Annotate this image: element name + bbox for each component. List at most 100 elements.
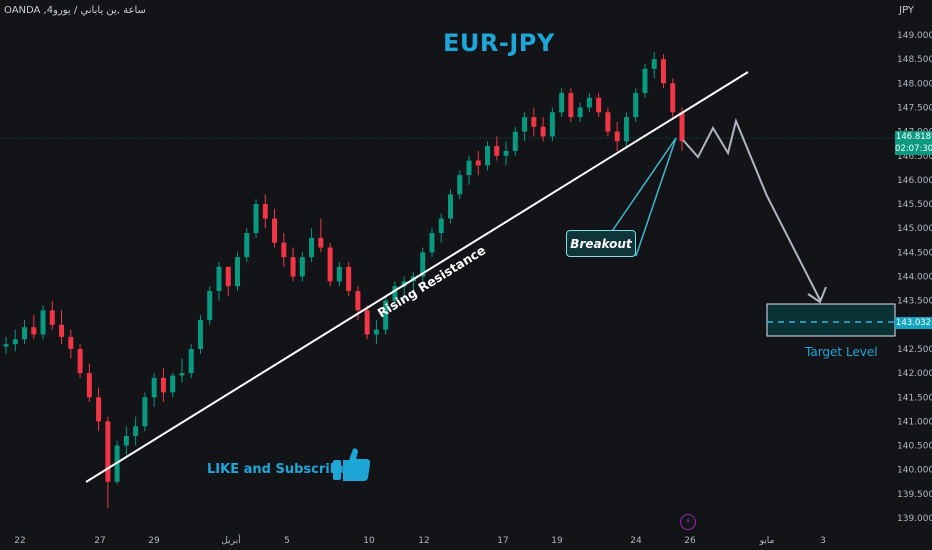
candle [401, 276, 407, 301]
candle [225, 266, 231, 296]
candle [179, 358, 185, 383]
candle [68, 329, 74, 359]
candle [596, 92, 602, 118]
candle [429, 228, 435, 258]
candle [614, 121, 620, 151]
candles [3, 51, 685, 509]
candle [503, 141, 509, 166]
candle [485, 141, 491, 171]
currency-label: JPY [899, 5, 914, 16]
current-price-badge: 146.818 02:07:30 [895, 131, 932, 155]
x-tick-label: 5 [284, 536, 290, 546]
candle [151, 373, 157, 407]
y-axis-labels: 149.000148.500148.000147.500147.000146.5… [897, 31, 932, 524]
candle [633, 88, 639, 122]
y-tick-label: 142.000 [897, 369, 932, 379]
y-tick-label: 145.500 [897, 200, 932, 210]
y-tick-label: 143.500 [897, 297, 932, 307]
projection-path [682, 117, 821, 301]
candle [290, 247, 296, 282]
candle [605, 107, 611, 137]
candle [522, 112, 528, 142]
candle [540, 117, 546, 142]
candle [549, 107, 555, 142]
x-axis-labels: 22 27 29 أبريل 5 10 12 17 19 24 26 مايو 3 [14, 534, 826, 546]
candle [59, 310, 65, 345]
candle [447, 189, 453, 224]
y-tick-label: 146.000 [897, 176, 932, 186]
candle [568, 88, 574, 122]
candle [12, 329, 18, 352]
candle [475, 150, 481, 176]
candle [438, 213, 444, 243]
candle [105, 416, 111, 509]
candle [318, 218, 324, 253]
candle [309, 228, 315, 263]
y-tick-label: 147.500 [897, 103, 932, 113]
candle [364, 305, 370, 340]
candle [392, 281, 398, 311]
candle [281, 233, 287, 267]
candle [160, 368, 166, 403]
candle [22, 319, 28, 345]
candle [40, 305, 46, 340]
candle [679, 107, 685, 151]
candle [31, 315, 37, 340]
lightning-icon[interactable]: ⚡ [680, 514, 696, 530]
y-tick-label: 144.500 [897, 248, 932, 258]
x-tick-label: 3 [820, 536, 826, 546]
y-tick-label: 139.500 [897, 490, 932, 500]
candle [512, 126, 518, 156]
x-tick-label: أبريل [221, 534, 240, 546]
candle [244, 228, 250, 263]
chart-title: EUR-JPY [443, 29, 555, 57]
candle [466, 155, 472, 185]
x-tick-label: 29 [148, 536, 160, 546]
projection-arrowhead [807, 286, 827, 304]
candle [577, 102, 583, 122]
candle [3, 336, 9, 354]
rising-resistance-label: Rising Resistance [375, 242, 489, 320]
candle [133, 416, 139, 446]
candle [651, 51, 657, 79]
x-tick-label: 22 [14, 536, 25, 546]
candle [77, 344, 83, 378]
candle [586, 92, 592, 113]
candle [660, 54, 666, 89]
candle [188, 344, 194, 378]
current-price: 146.818 [895, 132, 932, 142]
candle [207, 286, 213, 325]
y-tick-label: 146.500 [897, 152, 932, 162]
x-tick-label: 17 [497, 536, 508, 546]
y-tick-label: 141.500 [897, 393, 932, 403]
x-tick-label: مايو [759, 536, 775, 546]
candle [86, 363, 92, 403]
candle [327, 242, 333, 287]
breakout-label: Breakout [566, 230, 636, 257]
x-tick-label: 12 [418, 536, 429, 546]
candle [96, 387, 102, 432]
candle [623, 112, 629, 147]
symbol-header: OANDA ,4ساعة ,ين ياباني / يورو [4, 5, 146, 16]
candle [336, 262, 342, 287]
y-tick-label: 149.000 [897, 31, 932, 41]
target-zone [766, 303, 896, 337]
candle [559, 88, 565, 118]
y-tick-label: 140.500 [897, 442, 932, 452]
candle [49, 300, 55, 330]
like-thumb-icon [333, 448, 371, 481]
rising-resistance-line [85, 71, 749, 483]
bar-countdown: 02:07:30 [895, 144, 932, 154]
y-tick-label: 148.500 [897, 55, 932, 65]
candle [346, 262, 352, 296]
y-tick-label: 139.000 [897, 514, 932, 524]
candle [197, 315, 203, 354]
candle [262, 194, 268, 229]
x-tick-label: 26 [684, 536, 696, 546]
y-tick-label: 144.000 [897, 273, 932, 283]
target-price-badge: 143.032 [895, 317, 932, 329]
candle [123, 426, 129, 456]
y-tick-label: 142.500 [897, 345, 932, 355]
candle [642, 63, 648, 98]
